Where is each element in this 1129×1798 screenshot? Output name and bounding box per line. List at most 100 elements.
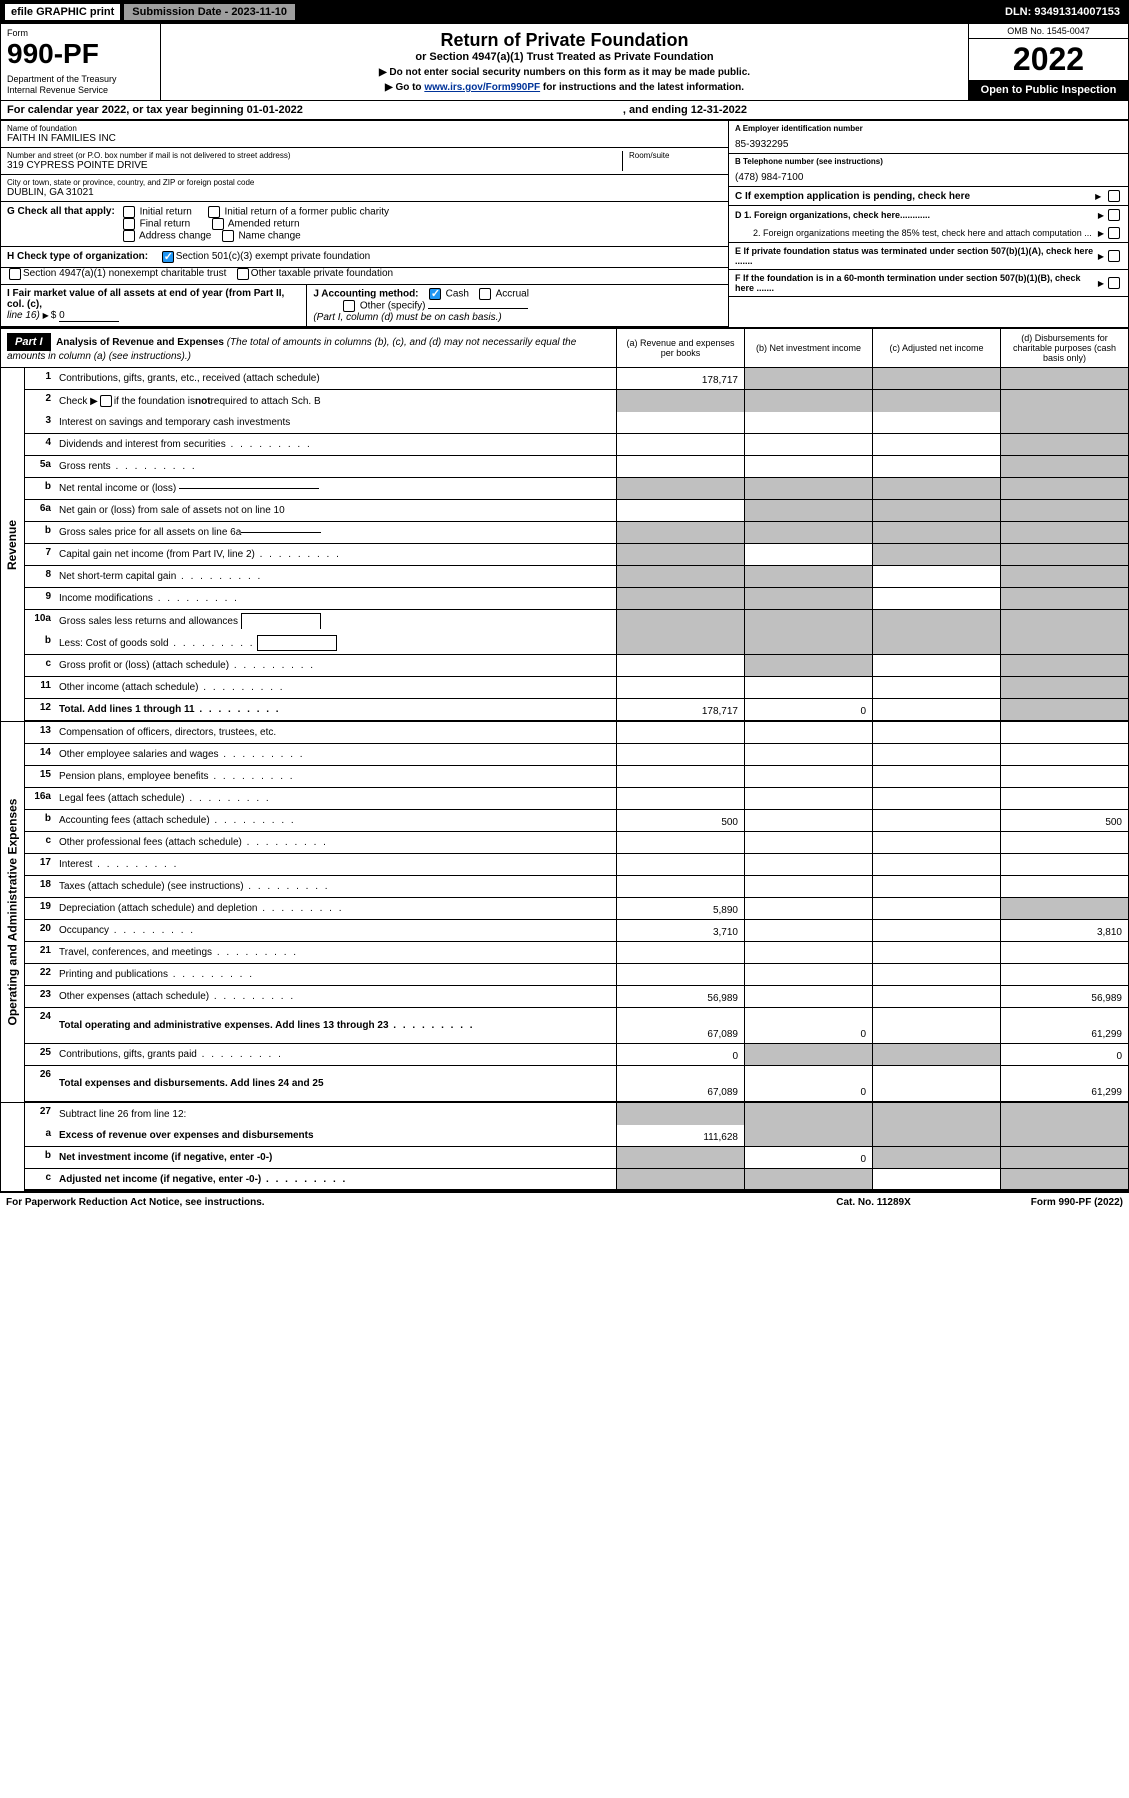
cb-initial-return[interactable] [123,206,135,218]
row-23: 23Other expenses (attach schedule)56,989… [25,986,1128,1008]
arrow-icon [1098,228,1106,239]
row-20: 20Occupancy3,7103,810 [25,920,1128,942]
f-row: F If the foundation is in a 60-month ter… [729,270,1128,297]
row-6b: bGross sales price for all assets on lin… [25,522,1128,544]
note-1: ▶ Do not enter social security numbers o… [167,67,962,78]
col-b: (b) Net investment income [744,329,872,367]
cb-501c3[interactable] [162,251,174,263]
calendar-row: For calendar year 2022, or tax year begi… [1,100,1128,121]
row-12: 12Total. Add lines 1 through 11178,7170 [25,699,1128,721]
top-bar: efile GRAPHIC print Submission Date - 20… [1,1,1128,23]
col-d: (d) Disbursements for charitable purpose… [1000,329,1128,367]
arrow-icon [43,310,51,321]
phone: (478) 984-7100 [735,166,1122,183]
cb-final-return[interactable] [123,218,135,230]
header-mid: Return of Private Foundation or Section … [161,24,968,100]
row-5b: bNet rental income or (loss) [25,478,1128,500]
arrow-icon [1098,278,1106,289]
info-block: Name of foundation FAITH IN FAMILIES INC… [1,121,1128,327]
row-19: 19Depreciation (attach schedule) and dep… [25,898,1128,920]
part1-desc: Part I Analysis of Revenue and Expenses … [1,329,616,367]
row-6a: 6aNet gain or (loss) from sale of assets… [25,500,1128,522]
footer: For Paperwork Reduction Act Notice, see … [0,1192,1129,1212]
row-9: 9Income modifications [25,588,1128,610]
row-7: 7Capital gain net income (from Part IV, … [25,544,1128,566]
ij-row: I Fair market value of all assets at end… [1,285,728,327]
omb: OMB No. 1545-0047 [969,24,1128,39]
row-16a: 16aLegal fees (attach schedule) [25,788,1128,810]
efile-badge: efile GRAPHIC print [5,4,120,20]
row-27c: cAdjusted net income (if negative, enter… [25,1169,1128,1191]
cb-85pct[interactable] [1108,227,1120,239]
cal-begin: For calendar year 2022, or tax year begi… [7,104,303,116]
arrow-icon [1098,251,1106,262]
part1-header: Part I Analysis of Revenue and Expenses … [1,327,1128,368]
cb-address-change[interactable] [123,230,135,242]
row-16b: bAccounting fees (attach schedule)500500 [25,810,1128,832]
col-a: (a) Revenue and expenses per books [616,329,744,367]
info-right: A Employer identification number 85-3932… [728,121,1128,327]
header-left: Form 990-PF Department of the TreasuryIn… [1,24,161,100]
form-label: Form [7,28,154,38]
dln: DLN: 93491314007153 [997,4,1128,20]
expenses-side-label: Operating and Administrative Expenses [1,722,25,1102]
cb-cash[interactable] [429,288,441,300]
row-18: 18Taxes (attach schedule) (see instructi… [25,876,1128,898]
open-inspection: Open to Public Inspection [969,80,1128,100]
note-2: ▶ Go to www.irs.gov/Form990PF for instru… [167,82,962,93]
revenue-section: Revenue 1Contributions, gifts, grants, e… [1,368,1128,721]
h-row: H Check type of organization: Section 50… [1,246,728,268]
col-c: (c) Adjusted net income [872,329,1000,367]
row-10a: 10aGross sales less returns and allowanc… [25,610,1128,632]
row-26: 26Total expenses and disbursements. Add … [25,1066,1128,1102]
e-row: E If private foundation status was termi… [729,243,1128,270]
row-17: 17Interest [25,854,1128,876]
row-10b: bLess: Cost of goods sold [25,632,1128,655]
cb-other-taxable[interactable] [237,268,249,280]
cat-no: Cat. No. 11289X [836,1197,910,1208]
cal-end: , and ending 12-31-2022 [623,104,747,116]
info-left: Name of foundation FAITH IN FAMILIES INC… [1,121,728,327]
row-1: 1Contributions, gifts, grants, etc., rec… [25,368,1128,390]
form-ref: Form 990-PF (2022) [1031,1197,1123,1208]
row-27a: aExcess of revenue over expenses and dis… [25,1125,1128,1147]
header-right: OMB No. 1545-0047 2022 Open to Public In… [968,24,1128,100]
cb-accrual[interactable] [479,288,491,300]
cb-4947[interactable] [9,268,21,280]
cb-60month[interactable] [1108,277,1120,289]
cb-initial-former[interactable] [208,206,220,218]
d2-row: 2. Foreign organizations meeting the 85%… [729,224,1128,243]
row-22: 22Printing and publications [25,964,1128,986]
cb-exemption-pending[interactable] [1108,190,1120,202]
ein-cell: A Employer identification number 85-3932… [729,121,1128,154]
h-row2: Section 4947(a)(1) nonexempt charitable … [1,268,728,285]
city-cell: City or town, state or province, country… [1,175,728,202]
form-number: 990-PF [7,38,154,70]
d1-row: D 1. Foreign organizations, check here..… [729,206,1128,224]
form-link[interactable]: www.irs.gov/Form990PF [424,82,540,93]
dept: Department of the TreasuryInternal Reven… [7,74,154,96]
submission-date: Submission Date - 2023-11-10 [124,4,295,20]
part-label: Part I [7,333,51,351]
fmv-value: 0 [59,310,119,322]
g-row: G Check all that apply: Initial return I… [1,202,728,246]
net-section: 27Subtract line 26 from line 12: aExcess… [1,1102,1128,1191]
row-4: 4Dividends and interest from securities [25,434,1128,456]
cb-amended[interactable] [212,218,224,230]
header: Form 990-PF Department of the TreasuryIn… [1,23,1128,100]
row-10c: cGross profit or (loss) (attach schedule… [25,655,1128,677]
cb-other-method[interactable] [343,300,355,312]
row-2: 2Check ▶ if the foundation is not requir… [25,390,1128,412]
row-13: 13Compensation of officers, directors, t… [25,722,1128,744]
arrow-icon [1095,191,1103,202]
cb-foreign-org[interactable] [1108,209,1120,221]
phone-cell: B Telephone number (see instructions) (4… [729,154,1128,187]
arrow-icon [1098,210,1106,221]
cb-status-terminated[interactable] [1108,250,1120,262]
city: DUBLIN, GA 31021 [7,187,722,198]
foundation-name: FAITH IN FAMILIES INC [7,133,722,144]
row-3: 3Interest on savings and temporary cash … [25,412,1128,434]
cb-sch-b[interactable] [100,395,112,407]
row-27b: bNet investment income (if negative, ent… [25,1147,1128,1169]
cb-name-change[interactable] [222,230,234,242]
